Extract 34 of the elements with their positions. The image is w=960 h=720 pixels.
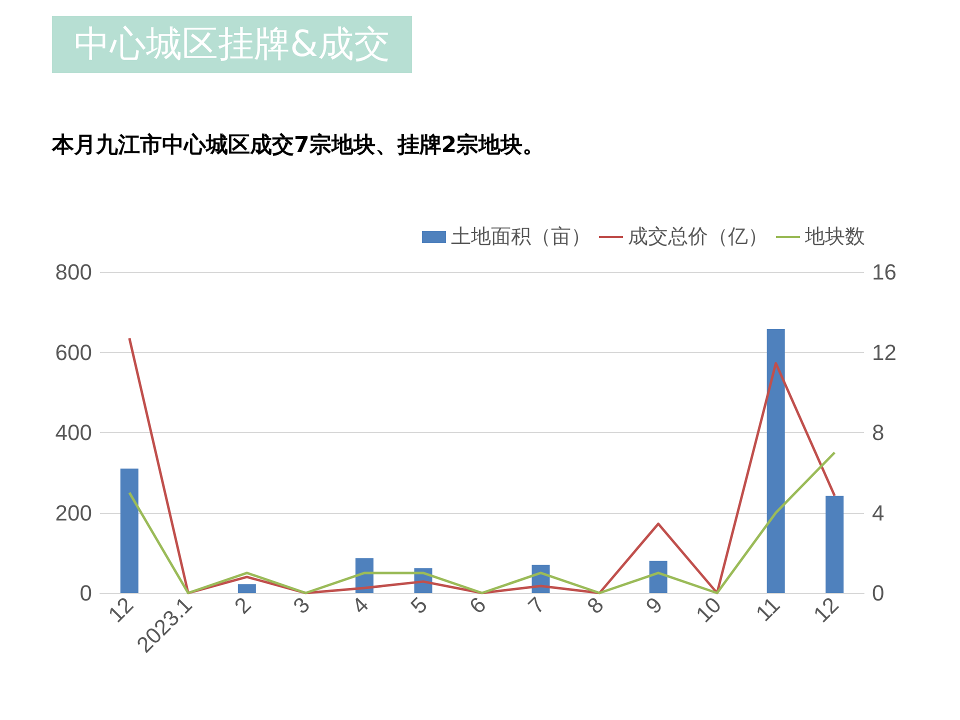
y2-tick-label: 8 — [872, 420, 884, 445]
bar — [826, 496, 844, 593]
x-tick-label: 4 — [346, 592, 374, 618]
x-tick-label: 12 — [808, 592, 844, 628]
x-tick-label: 6 — [464, 592, 491, 618]
y-tick-label: 0 — [80, 580, 92, 606]
x-tick-label: 8 — [582, 592, 608, 618]
x-tick-label: 11 — [750, 592, 785, 626]
line-series — [128, 336, 836, 594]
y-tick-label: 400 — [55, 420, 92, 445]
x-tick-label: 12 — [103, 592, 138, 628]
y2-tick-label: 0 — [872, 580, 884, 606]
y2-tick-label: 16 — [872, 260, 896, 284]
y-tick-label: 200 — [55, 500, 92, 526]
y2-tick-label: 12 — [872, 340, 896, 365]
x-tick-label: 10 — [690, 592, 726, 628]
bar — [238, 584, 256, 593]
chart-subtitle: 本月九江市中心城区成交7宗地块、挂牌2宗地块。 — [52, 132, 545, 160]
chart-title: 中心城区挂牌&成交 — [52, 16, 412, 73]
legend-label: 地块数 — [804, 226, 865, 248]
x-tick-label: 7 — [523, 592, 550, 618]
y-tick-label: 600 — [55, 340, 92, 365]
x-tick-label: 2 — [229, 592, 256, 618]
x-tick-label: 5 — [406, 592, 432, 618]
y2-tick-label: 4 — [872, 500, 884, 526]
legend-label: 成交总价（亿） — [628, 226, 768, 248]
x-tick-label: 9 — [640, 592, 668, 618]
x-tick-label: 3 — [288, 592, 315, 618]
legend-label: 土地面积（亩） — [451, 226, 591, 248]
y-tick-label: 800 — [55, 260, 92, 284]
bar — [649, 560, 668, 593]
bar — [120, 468, 138, 593]
bar — [766, 328, 785, 593]
line-series — [128, 451, 836, 594]
